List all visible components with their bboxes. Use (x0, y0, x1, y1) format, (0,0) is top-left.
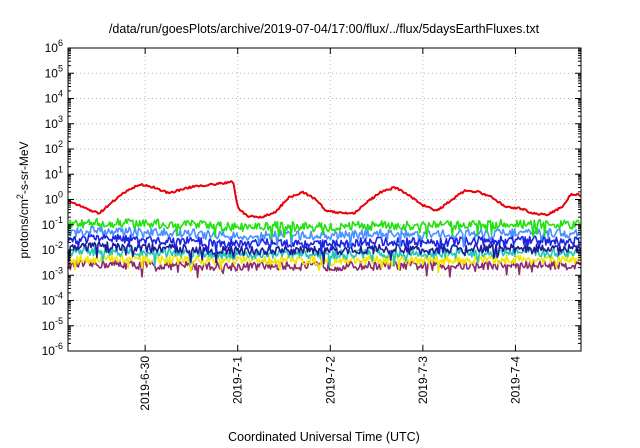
y-tick-label: 10-6 (42, 341, 63, 358)
y-tick-label: 106 (45, 38, 63, 55)
grid (68, 48, 581, 351)
x-tick-label: 2019-7-4 (508, 356, 522, 404)
y-tick-label: 10-3 (42, 265, 63, 282)
y-tick-label: 101 (45, 164, 63, 181)
chart-title: /data/run/goesPlots/archive/2019-07-04/1… (109, 22, 540, 36)
y-tick-label: 102 (45, 139, 63, 156)
series-line (67, 258, 581, 279)
y-axis-label: protons/cm2-s-sr-MeV (15, 141, 31, 258)
x-axis-label: Coordinated Universal Time (UTC) (228, 430, 420, 444)
series-line (67, 241, 582, 265)
x-tick-label: 2019-7-3 (416, 356, 430, 404)
x-axis: 2019-6-30 2019-7-1 2019-7-2 2019-7-3 2019-7-… (138, 48, 522, 411)
series-line (68, 180, 581, 219)
y-tick-label: 100 (45, 190, 63, 207)
y-tick-label: 10-1 (42, 215, 63, 232)
x-tick-label: 2019-7-2 (323, 356, 337, 404)
series-group (67, 180, 582, 279)
series-line (67, 232, 581, 255)
series-line (67, 225, 582, 248)
y-tick-label: 10-5 (42, 316, 63, 333)
y-tick-label: 104 (45, 89, 63, 106)
y-tick-label: 103 (45, 114, 63, 131)
y-tick-label: 10-4 (42, 291, 63, 308)
y-tick-label: 105 (45, 63, 63, 80)
y-tick-label: 10-2 (42, 240, 63, 257)
x-tick-label: 2019-7-1 (231, 356, 245, 404)
y-axis: 10-6 10-5 10-4 10-3 10-2 10-1 100 101 102 103 104 1… (42, 38, 581, 358)
series-line (67, 217, 582, 240)
x-tick-label: 2019-6-30 (138, 356, 152, 411)
